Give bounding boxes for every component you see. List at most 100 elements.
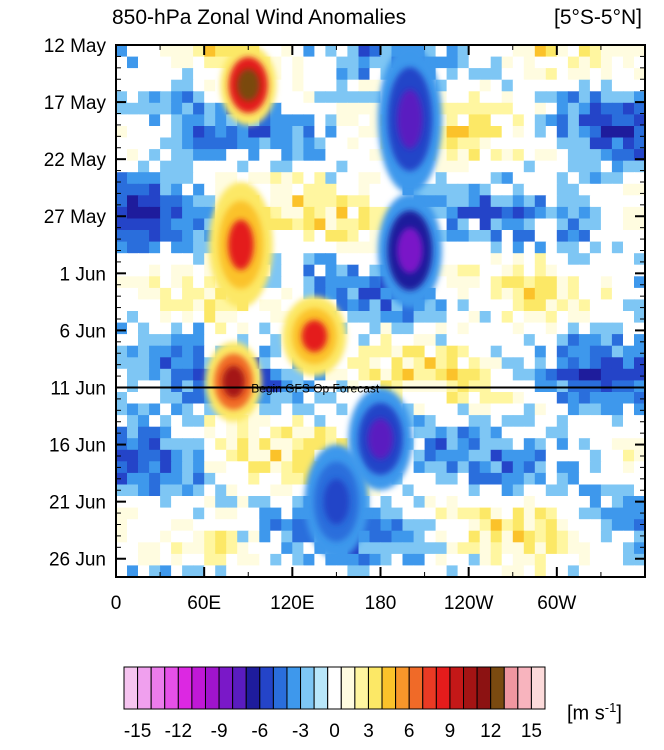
field-cell <box>171 149 183 162</box>
field-cell <box>435 68 448 81</box>
field-cell <box>292 507 304 520</box>
field-cell <box>545 438 558 451</box>
field-cell <box>248 461 260 474</box>
field-cell <box>369 264 382 277</box>
field-cell <box>226 426 238 439</box>
field-cell <box>556 218 569 231</box>
field-cell <box>600 542 613 555</box>
field-cell <box>479 79 492 92</box>
field-cell <box>534 102 547 115</box>
field-cell <box>259 415 271 428</box>
field-cell <box>435 426 448 439</box>
field-cell <box>369 79 382 92</box>
field-cell <box>259 519 271 532</box>
field-cell <box>600 553 613 567</box>
field-cell <box>138 553 150 567</box>
field-cell <box>193 484 205 497</box>
field-cell <box>634 357 645 370</box>
field-cell <box>314 426 326 439</box>
field-cell <box>259 160 271 173</box>
field-cell <box>138 334 150 347</box>
field-cell <box>127 472 139 486</box>
field-cell <box>611 368 624 381</box>
field-cell <box>369 565 382 577</box>
field-cell <box>149 311 161 324</box>
field-cell <box>292 126 304 139</box>
colorbar-box <box>340 666 356 710</box>
field-cell <box>512 68 525 81</box>
field-cell <box>303 79 315 92</box>
field-cell <box>259 322 271 335</box>
field-cell <box>501 102 514 115</box>
field-cell <box>149 519 161 532</box>
field-cell <box>149 230 161 243</box>
field-cell <box>182 149 194 162</box>
field-cell <box>325 403 337 416</box>
field-cell <box>171 484 183 497</box>
field-cell <box>149 91 161 104</box>
field-cell <box>336 149 348 162</box>
field-cell <box>578 56 591 69</box>
field-cell <box>149 472 161 486</box>
field-cell <box>457 276 470 289</box>
field-cell <box>611 149 624 162</box>
field-cell <box>314 415 326 428</box>
field-cell <box>270 45 282 58</box>
field-cell <box>182 114 194 127</box>
field-cell <box>611 68 624 81</box>
field-cell <box>501 195 514 208</box>
colorbar-label: 15 <box>521 721 542 742</box>
field-cell <box>589 472 602 486</box>
field-cell <box>457 91 470 104</box>
field-cell <box>281 403 293 416</box>
field-cell <box>534 392 547 405</box>
field-cell <box>215 45 227 58</box>
field-cell <box>545 172 558 185</box>
field-cell <box>171 102 183 115</box>
field-cell <box>160 368 172 381</box>
field-cell <box>160 218 172 231</box>
field-cell <box>292 565 304 577</box>
field-cell <box>446 415 459 428</box>
field-cell <box>567 45 580 58</box>
field-cell <box>270 542 282 555</box>
field-cell <box>600 461 613 474</box>
field-cell <box>336 368 348 381</box>
field-cell <box>138 426 150 439</box>
field-cell <box>248 345 260 358</box>
field-cell <box>623 484 635 497</box>
field-cell <box>435 160 448 173</box>
field-cell <box>589 334 602 347</box>
field-cell <box>138 126 150 139</box>
field-cell <box>567 449 580 462</box>
field-cell <box>314 183 326 196</box>
field-cell <box>270 241 282 254</box>
field-cell <box>204 56 216 69</box>
field-cell <box>490 91 503 104</box>
field-cell <box>501 461 514 474</box>
field-cell <box>501 160 514 173</box>
field-cell <box>468 565 481 577</box>
field-cell <box>325 126 337 139</box>
field-cell <box>479 334 492 347</box>
field-cell <box>534 91 547 104</box>
field-cell <box>413 472 426 486</box>
field-cell <box>314 102 326 115</box>
field-cell <box>281 449 293 462</box>
field-cell <box>457 368 470 381</box>
field-cell <box>545 183 558 196</box>
field-cell <box>127 530 139 543</box>
field-cell <box>611 264 624 277</box>
field-cell <box>160 287 172 301</box>
field-cell <box>182 45 194 58</box>
field-cell <box>292 264 304 277</box>
field-cell <box>534 438 547 451</box>
field-cell <box>116 206 128 220</box>
field-cell <box>347 403 359 416</box>
field-cell <box>623 114 635 127</box>
field-cell <box>193 172 205 185</box>
field-cell <box>623 334 635 347</box>
field-cell <box>281 264 293 277</box>
field-cell <box>600 345 613 358</box>
anomaly-feature <box>397 89 423 149</box>
